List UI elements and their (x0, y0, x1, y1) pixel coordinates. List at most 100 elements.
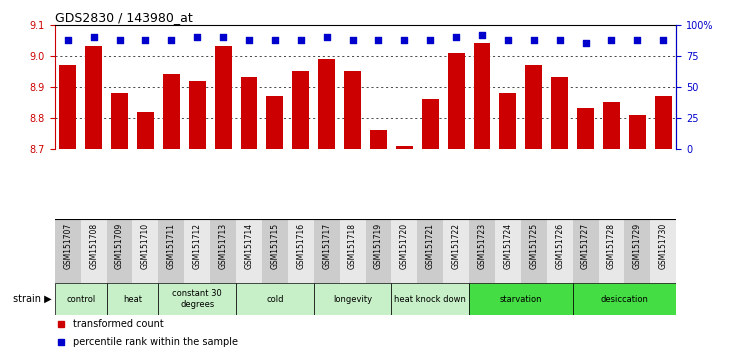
Bar (292, 71, 309, 149)
Bar (526, 65, 542, 149)
Bar (59, 65, 76, 149)
Point (373, 37, 385, 42)
Bar (267, 96, 284, 149)
Point (657, 37, 669, 42)
Bar (551, 78, 568, 149)
Point (580, 41, 591, 46)
Text: GSM151709: GSM151709 (115, 223, 124, 269)
Bar (314, 283, 391, 315)
Text: GSM151722: GSM151722 (452, 223, 461, 269)
Point (269, 37, 281, 42)
Bar (417, 219, 443, 283)
Text: GDS2830 / 143980_at: GDS2830 / 143980_at (55, 11, 192, 24)
Bar (474, 44, 491, 149)
Bar (159, 283, 236, 315)
Text: GSM151723: GSM151723 (477, 223, 487, 269)
Point (62, 37, 74, 42)
Point (114, 37, 126, 42)
Bar (447, 53, 464, 149)
Text: starvation: starvation (499, 295, 542, 304)
Text: GSM151708: GSM151708 (89, 223, 98, 269)
Text: GSM151716: GSM151716 (296, 223, 306, 269)
Bar (163, 74, 180, 149)
Bar (391, 283, 469, 315)
Bar (651, 219, 676, 283)
Bar (469, 283, 572, 315)
Point (243, 37, 255, 42)
Bar (211, 219, 236, 283)
Bar (396, 145, 413, 149)
Text: control: control (66, 295, 95, 304)
Text: GSM151720: GSM151720 (400, 223, 409, 269)
Bar (184, 219, 211, 283)
Bar (422, 99, 439, 149)
Point (502, 37, 514, 42)
Bar (236, 219, 262, 283)
Text: longevity: longevity (333, 295, 372, 304)
Bar (240, 78, 257, 149)
Point (321, 34, 333, 40)
Point (398, 37, 410, 42)
Text: cold: cold (266, 295, 284, 304)
Text: GSM151724: GSM151724 (504, 223, 512, 269)
Text: GSM151726: GSM151726 (555, 223, 564, 269)
Bar (344, 71, 361, 149)
Bar (577, 108, 594, 149)
Point (295, 37, 306, 42)
Bar (55, 219, 80, 283)
Bar (55, 283, 107, 315)
Bar (599, 219, 624, 283)
Text: desiccation: desiccation (600, 295, 648, 304)
Text: GSM151713: GSM151713 (219, 223, 227, 269)
Bar (111, 93, 128, 149)
Bar (189, 81, 205, 149)
Text: GSM151710: GSM151710 (141, 223, 150, 269)
Text: GSM151714: GSM151714 (244, 223, 254, 269)
Bar (215, 46, 232, 149)
Bar (655, 96, 672, 149)
Text: strain ▶: strain ▶ (13, 294, 52, 304)
Bar (521, 219, 547, 283)
Point (346, 37, 358, 42)
Point (450, 34, 462, 40)
Bar (370, 130, 387, 149)
Text: GSM151729: GSM151729 (633, 223, 642, 269)
Point (217, 34, 229, 40)
Point (192, 34, 203, 40)
Bar (391, 219, 417, 283)
Bar (318, 59, 335, 149)
Bar (624, 219, 651, 283)
Bar (340, 219, 366, 283)
Bar (132, 219, 159, 283)
Bar (572, 283, 676, 315)
Text: percentile rank within the sample: percentile rank within the sample (73, 337, 238, 347)
Bar (495, 219, 520, 283)
Point (425, 37, 436, 42)
Text: heat knock down: heat knock down (394, 295, 466, 304)
Point (554, 37, 566, 42)
Text: heat: heat (123, 295, 142, 304)
Point (476, 32, 488, 38)
Point (632, 37, 643, 42)
Bar (137, 112, 154, 149)
Bar (288, 219, 314, 283)
Text: GSM151711: GSM151711 (167, 223, 176, 269)
Text: GSM151712: GSM151712 (193, 223, 202, 269)
Bar (236, 283, 314, 315)
Text: transformed count: transformed count (73, 319, 164, 329)
Point (528, 37, 539, 42)
Bar (603, 102, 620, 149)
Bar (107, 283, 159, 315)
Bar (499, 93, 516, 149)
Bar (366, 219, 391, 283)
Text: GSM151725: GSM151725 (529, 223, 538, 269)
Text: GSM151717: GSM151717 (322, 223, 331, 269)
Bar (469, 219, 495, 283)
Text: GSM151728: GSM151728 (607, 223, 616, 269)
Point (605, 37, 617, 42)
Bar (572, 219, 599, 283)
Bar (629, 115, 645, 149)
Text: GSM151727: GSM151727 (581, 223, 590, 269)
Bar (262, 219, 288, 283)
Bar (86, 46, 102, 149)
